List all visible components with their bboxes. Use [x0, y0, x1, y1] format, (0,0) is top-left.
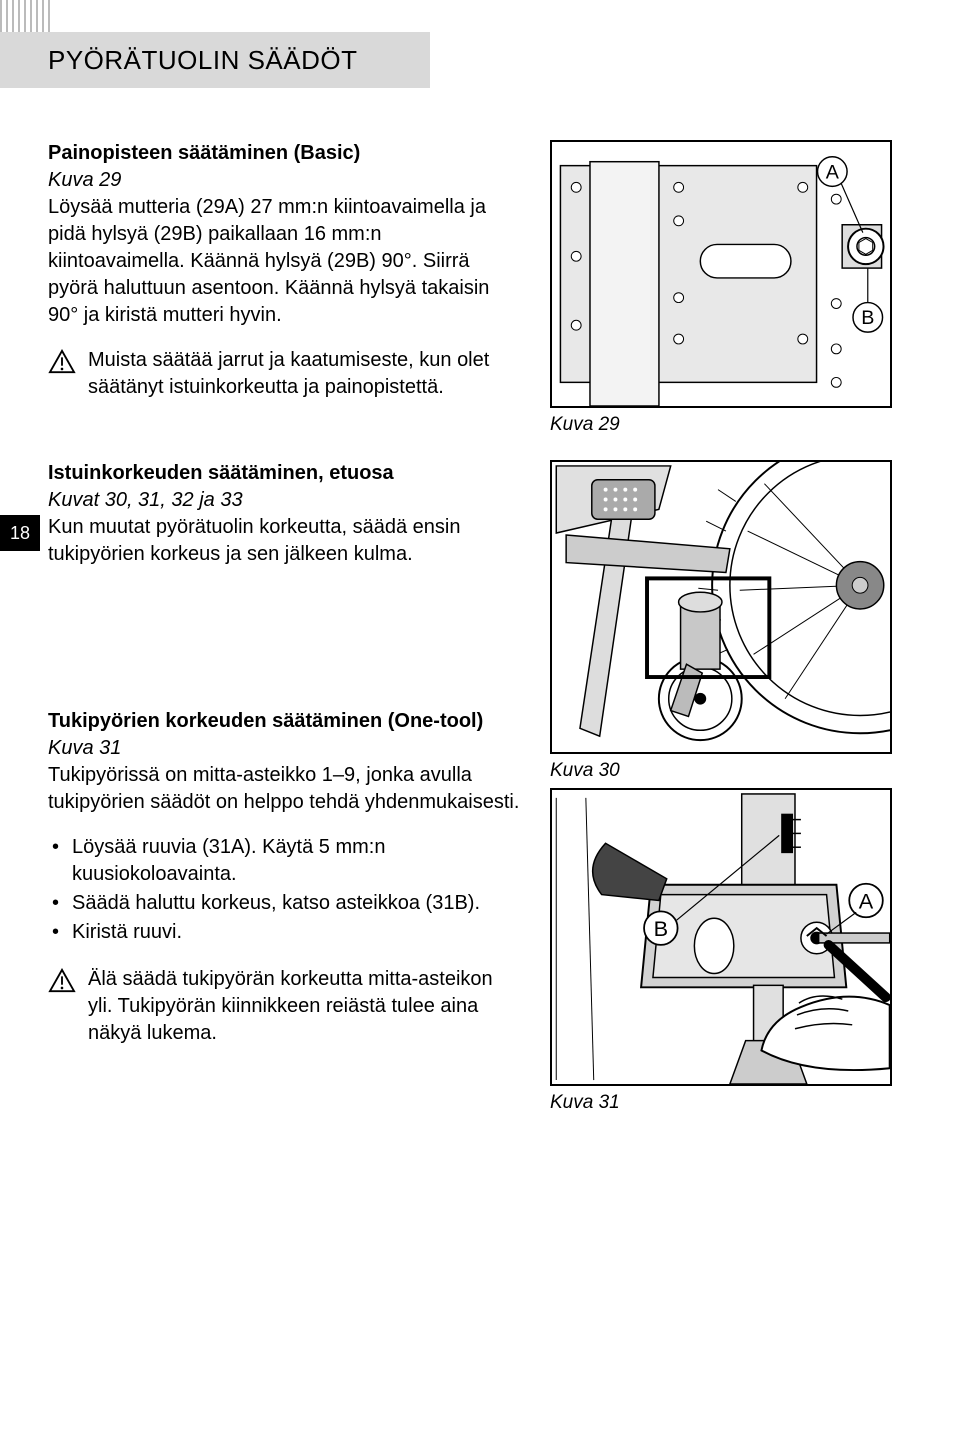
section-1-row: Painopisteen säätäminen (Basic) Kuva 29 … — [48, 140, 912, 436]
section-3-text: Tukipyörien korkeuden säätäminen (One-to… — [48, 788, 520, 1114]
warning-icon — [48, 349, 76, 375]
svg-text:B: B — [861, 307, 874, 329]
s3-bullet-1: Löysää ruuvia (31A). Käytä 5 mm:n kuusio… — [48, 834, 520, 888]
figure-31-caption: Kuva 31 — [550, 1092, 895, 1114]
svg-text:B: B — [654, 916, 668, 941]
figure-30-col: Kuva 30 — [550, 460, 895, 782]
s3-bullet-list: Löysää ruuvia (31A). Käytä 5 mm:n kuusio… — [48, 834, 520, 946]
s3-warning-text: Älä säädä tukipyörän korkeutta mitta-ast… — [88, 966, 520, 1047]
section-3-row: Tukipyörien korkeuden säätäminen (One-to… — [48, 788, 912, 1114]
main-content: 18 Painopisteen säätäminen (Basic) Kuva … — [48, 140, 912, 1412]
s2-body: Kun muutat pyörätuolin korkeutta, säädä … — [48, 516, 460, 565]
figure-31-col: B A Kuva 31 — [550, 788, 895, 1114]
section-1-text: Painopisteen säätäminen (Basic) Kuva 29 … — [48, 140, 520, 436]
figure-29-caption: Kuva 29 — [550, 414, 895, 436]
figure-29: A B — [550, 140, 892, 408]
s3-bullet-2: Säädä haluttu korkeus, katso asteikkoa (… — [48, 890, 520, 917]
s1-body: Löysää mutteria (29A) 27 mm:n kiintoavai… — [48, 196, 489, 326]
s2-subheading: Kuvat 30, 31, 32 ja 33 — [48, 489, 243, 511]
s1-warning-block: Muista säätää jarrut ja kaatumiseste, ku… — [48, 347, 520, 401]
svg-text:A: A — [859, 888, 874, 913]
page-number-badge: 18 — [0, 515, 40, 551]
figure-30 — [550, 460, 892, 754]
s1-heading: Painopisteen säätäminen (Basic) — [48, 142, 360, 164]
svg-text:A: A — [826, 161, 840, 183]
s3-body: Tukipyörissä on mitta-asteikko 1–9, jonk… — [48, 764, 519, 813]
figure-30-caption: Kuva 30 — [550, 760, 895, 782]
s2-heading: Istuinkorkeuden säätäminen, etuosa — [48, 462, 394, 484]
section-header-title: PYÖRÄTUOLIN SÄÄDÖT — [48, 45, 358, 76]
s3-heading: Tukipyörien korkeuden säätäminen (One-to… — [48, 710, 483, 732]
s3-subheading-inline: Kuva 31 — [48, 737, 121, 759]
section-header-bar: PYÖRÄTUOLIN SÄÄDÖT — [0, 32, 430, 88]
warning-icon — [48, 968, 76, 994]
figure-31: B A — [550, 788, 892, 1086]
figure-29-col: A B Kuva 29 — [550, 140, 895, 436]
s3-warning-block: Älä säädä tukipyörän korkeutta mitta-ast… — [48, 966, 520, 1047]
s1-subheading: Kuva 29 — [48, 169, 121, 191]
s1-warning-text: Muista säätää jarrut ja kaatumiseste, ku… — [88, 347, 520, 401]
s3-bullet-3: Kiristä ruuvi. — [48, 919, 520, 946]
page-number: 18 — [10, 523, 30, 544]
